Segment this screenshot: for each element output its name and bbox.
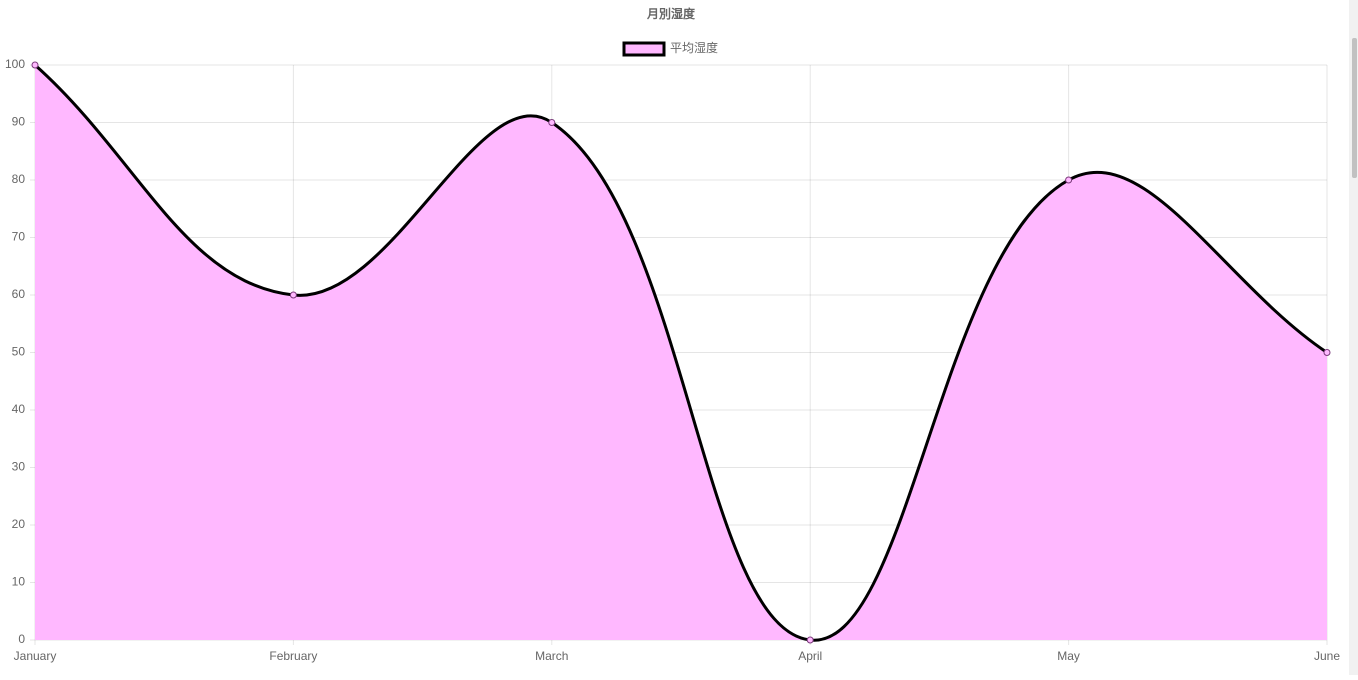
point: [806, 636, 814, 644]
x-tick-label: February: [269, 649, 317, 663]
y-tick-label: 90: [12, 115, 26, 129]
point: [1065, 176, 1073, 184]
point: [548, 119, 556, 126]
point: [289, 291, 297, 299]
y-tick-label: 30: [12, 460, 26, 474]
x-tick-label: March: [535, 649, 568, 663]
x-tick-label: January: [14, 649, 57, 663]
x-tick-label: April: [798, 649, 822, 663]
y-tick-label: 70: [12, 230, 26, 244]
chart-title: 月別湿度: [646, 6, 696, 21]
point: [1323, 349, 1331, 356]
y-tick-label: 40: [12, 402, 26, 416]
legend-label: 平均湿度: [670, 40, 718, 55]
y-tick-label: 10: [12, 575, 26, 589]
y-tick-label: 60: [12, 287, 26, 301]
point: [31, 61, 39, 69]
line: [34, 63, 1328, 642]
scrollbar-track: [1349, 0, 1358, 675]
x-tick-label: June: [1314, 649, 1340, 663]
scrollbar-thumb[interactable]: [1352, 38, 1357, 178]
y-tick-label: 0: [18, 632, 25, 646]
legend-swatch: [622, 41, 666, 57]
area: [35, 65, 1327, 641]
y-tick-label: 20: [12, 517, 26, 531]
x-tick-label: May: [1057, 649, 1080, 663]
y-tick-label: 50: [12, 345, 26, 359]
y-tick-label: 80: [12, 172, 26, 186]
y-tick-label: 100: [5, 57, 25, 71]
